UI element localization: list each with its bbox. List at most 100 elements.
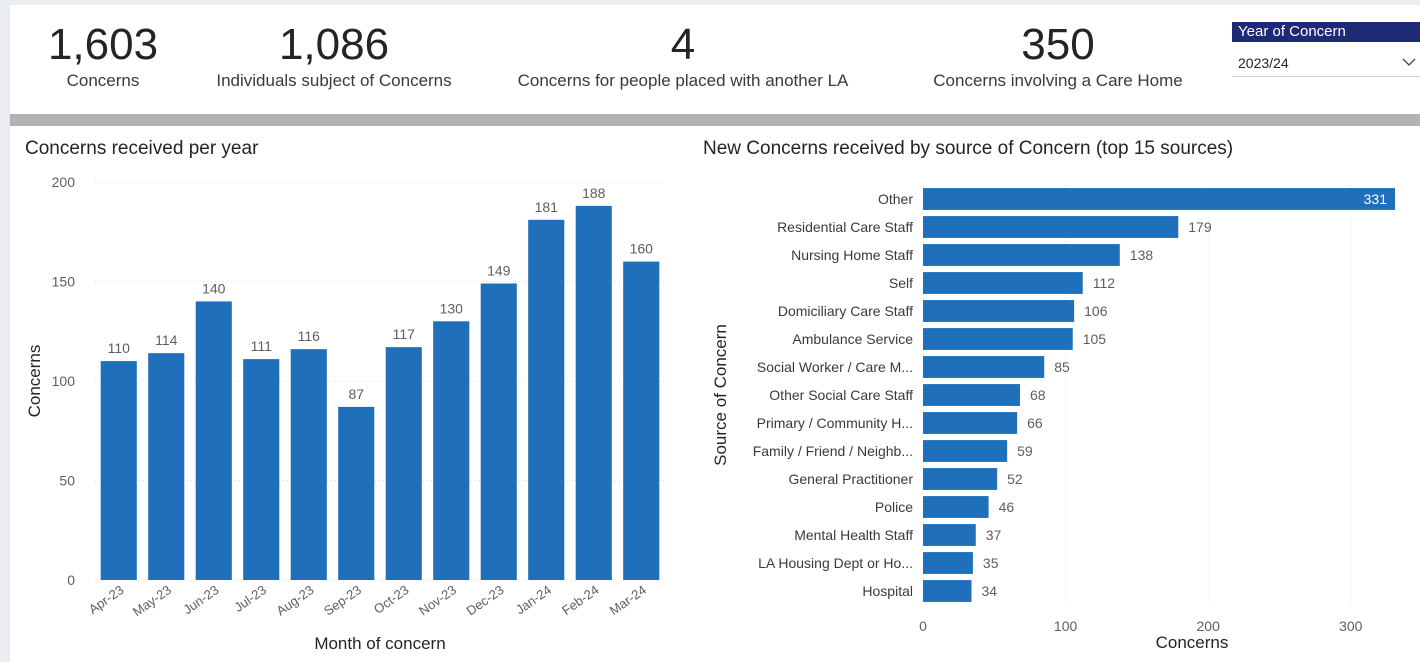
bar xyxy=(923,468,998,490)
bar xyxy=(623,261,660,580)
y-tick-label: 100 xyxy=(52,373,76,389)
data-label: 149 xyxy=(487,262,511,278)
y-tick-label: Residential Care Staff xyxy=(777,219,913,235)
y-tick-label: Other Social Care Staff xyxy=(769,387,913,403)
x-tick-label: Nov-23 xyxy=(416,582,459,618)
data-label: 117 xyxy=(393,326,416,342)
kpi-value: 4 xyxy=(670,20,696,69)
y-tick-label: Mental Health Staff xyxy=(794,527,913,543)
x-tick-label: Jan-24 xyxy=(513,582,554,617)
kpi-label: Concerns xyxy=(66,71,140,90)
bar xyxy=(195,301,232,580)
year-of-concern-slicer[interactable]: Year of Concern 2023/24 xyxy=(1232,22,1420,77)
data-label: 105 xyxy=(1083,331,1107,347)
data-label: 114 xyxy=(155,332,178,348)
bar xyxy=(338,406,375,580)
source-concerns-chart: 0 100 200 300 Other 331 Residential Care Staff… xyxy=(711,185,1395,652)
x-tick-label: Aug-23 xyxy=(274,582,317,618)
bar xyxy=(923,244,1120,266)
data-label: 138 xyxy=(1130,247,1154,263)
x-tick-label: May-23 xyxy=(130,582,174,619)
kpi-label: Concerns involving a Care Home xyxy=(933,71,1183,90)
slicer-title: Year of Concern xyxy=(1232,22,1420,42)
data-label: 111 xyxy=(251,338,272,354)
bar xyxy=(480,283,517,580)
x-tick-label: 0 xyxy=(919,618,927,634)
data-label: 35 xyxy=(983,555,999,571)
kpi-value: 1,603 xyxy=(47,20,159,69)
y-tick-label: 200 xyxy=(52,174,76,190)
y-tick-label: 0 xyxy=(67,572,75,588)
kpi-concerns: 1,603 Concerns xyxy=(40,23,166,91)
data-label: 331 xyxy=(1364,191,1388,207)
data-label: 106 xyxy=(1084,303,1108,319)
x-tick-label: Jul-23 xyxy=(231,582,269,615)
data-label: 112 xyxy=(1093,275,1116,291)
bar xyxy=(923,356,1045,378)
x-tick-label: Mar-24 xyxy=(607,582,649,618)
y-axis-title: Source of Concern xyxy=(711,324,730,466)
monthly-concerns-chart: 0 50 100 150 200 110 Apr-23 114 May-23 140 Jun-23 1… xyxy=(25,174,665,653)
bar xyxy=(923,440,1008,462)
data-label: 140 xyxy=(202,280,226,296)
chevron-down-icon[interactable] xyxy=(1402,57,1416,67)
data-label: 68 xyxy=(1030,387,1046,403)
kpi-value: 1,086 xyxy=(278,20,390,69)
data-label: 179 xyxy=(1188,219,1212,235)
bar xyxy=(575,205,612,580)
y-tick-label: 150 xyxy=(52,274,76,290)
bar xyxy=(923,524,976,546)
x-axis-title: Concerns xyxy=(1156,633,1229,652)
y-tick-label: 50 xyxy=(59,473,75,489)
bar xyxy=(923,328,1073,350)
data-label: 52 xyxy=(1007,471,1023,487)
bar xyxy=(923,384,1020,406)
y-tick-label: Ambulance Service xyxy=(792,331,913,347)
data-label: 66 xyxy=(1027,415,1043,431)
x-tick-label: 300 xyxy=(1339,618,1363,634)
year-dropdown[interactable]: 2023/24 xyxy=(1232,50,1420,77)
x-tick-label: Apr-23 xyxy=(86,582,127,617)
bar xyxy=(923,188,1395,210)
x-tick-label: Feb-24 xyxy=(559,582,601,618)
data-label: 37 xyxy=(986,527,1002,543)
kpi-value: 350 xyxy=(1021,20,1095,69)
y-tick-label: Police xyxy=(875,499,913,515)
kpi-placed-another-la: 4 Concerns for people placed with anothe… xyxy=(488,23,878,91)
bar xyxy=(100,361,137,580)
kpi-individuals: 1,086 Individuals subject of Concerns xyxy=(198,23,470,91)
x-tick-label: 100 xyxy=(1054,618,1078,634)
data-label: 188 xyxy=(582,185,606,201)
x-tick-label: 200 xyxy=(1197,618,1221,634)
data-label: 110 xyxy=(108,340,131,356)
bar xyxy=(923,580,972,602)
bar xyxy=(385,347,422,580)
bar xyxy=(923,412,1018,434)
y-tick-label: Self xyxy=(889,275,913,291)
x-tick-label: Jun-23 xyxy=(180,582,221,617)
x-axis-title: Month of concern xyxy=(314,634,445,653)
bar xyxy=(243,359,280,580)
bar xyxy=(923,496,989,518)
data-label: 85 xyxy=(1054,359,1070,375)
bar xyxy=(923,300,1075,322)
data-label: 59 xyxy=(1017,443,1033,459)
data-label: 34 xyxy=(981,583,997,599)
report-canvas: 1,603 Concerns 1,086 Individuals subject… xyxy=(10,5,1420,662)
kpi-label: Individuals subject of Concerns xyxy=(216,71,452,90)
data-label: 116 xyxy=(298,328,321,344)
data-label: 181 xyxy=(535,199,559,215)
data-label: 87 xyxy=(348,386,364,402)
bar xyxy=(528,219,565,580)
y-tick-label: Hospital xyxy=(862,583,913,599)
y-tick-label: Nursing Home Staff xyxy=(791,247,913,263)
y-tick-label: Family / Friend / Neighb... xyxy=(753,443,913,459)
y-tick-label: General Practitioner xyxy=(788,471,913,487)
y-tick-label: Primary / Community H... xyxy=(757,415,913,431)
y-tick-label: Other xyxy=(878,191,913,207)
x-tick-label: Dec-23 xyxy=(464,582,507,618)
monthly-chart-title: Concerns received per year xyxy=(25,138,259,159)
data-label: 130 xyxy=(440,300,464,316)
bar xyxy=(923,272,1083,294)
bar xyxy=(923,216,1179,238)
